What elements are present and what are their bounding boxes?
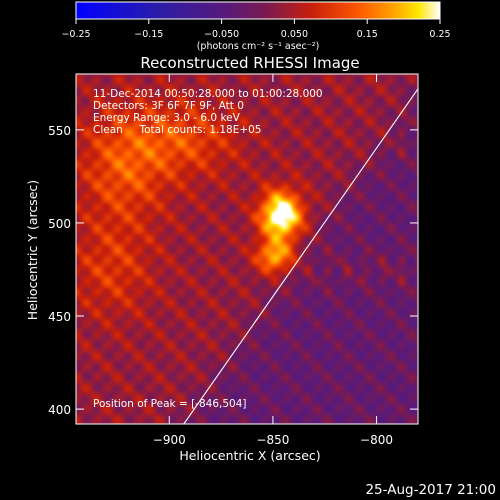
colorbar-label: (photons cm⁻² s⁻¹ asec⁻²) <box>197 41 320 52</box>
y-axis-label: Heliocentric Y (arcsec) <box>25 180 40 320</box>
colorbar-ticks: −0.25 −0.15 −0.050 0.050 0.15 0.25 <box>61 19 451 40</box>
solar-limb-line <box>183 87 418 424</box>
plot-area: −900 −850 −800 400 450 500 550 <box>48 73 419 447</box>
x-axis-label: Heliocentric X (arcsec) <box>179 448 320 463</box>
x-axis-ticks: −900 −850 −800 <box>153 74 393 447</box>
y-axis-ticks: 400 450 500 550 <box>48 124 418 417</box>
y-tick-label: 400 <box>48 403 71 417</box>
info-annotations: 11-Dec-2014 00:50:28.000 to 01:00:28.000… <box>93 88 323 410</box>
colorbar-tick-label: 0.25 <box>429 29 450 40</box>
colorbar-gradient <box>75 1 441 20</box>
x-tick-label: −800 <box>360 433 393 447</box>
y-tick-label: 550 <box>48 124 71 138</box>
colorbar-tick-label: 0.15 <box>357 29 378 40</box>
y-tick-label: 450 <box>48 310 71 324</box>
x-tick-label: −900 <box>153 433 186 447</box>
plot-frame <box>75 73 419 425</box>
heatmap-image <box>76 74 418 424</box>
annotation-time: 11-Dec-2014 00:50:28.000 to 01:00:28.000 <box>93 88 323 100</box>
colorbar-tick-label: 0.050 <box>281 29 308 40</box>
x-tick-label: −850 <box>256 433 289 447</box>
peak-position-label: Position of Peak = [-846,504] <box>93 398 247 410</box>
colorbar: −0.25 −0.15 −0.050 0.050 0.15 0.25 (photons c… <box>61 1 451 52</box>
colorbar-tick-label: −0.15 <box>134 29 163 40</box>
chart-title: Reconstructed RHESSI Image <box>140 54 359 72</box>
y-tick-label: 500 <box>48 217 71 231</box>
annotation-energy: Energy Range: 3.0 - 6.0 keV <box>93 112 241 124</box>
colorbar-tick-label: −0.050 <box>204 29 239 40</box>
timestamp: 25-Aug-2017 21:00 <box>365 482 496 498</box>
annotation-counts: Clean Total counts: 1.18E+05 <box>93 124 262 136</box>
annotation-detectors: Detectors: 3F 6F 7F 9F, Att 0 <box>93 100 244 112</box>
colorbar-tick-label: −0.25 <box>61 29 90 40</box>
